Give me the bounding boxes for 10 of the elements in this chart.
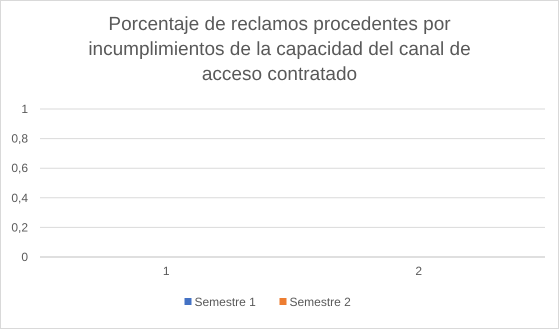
x-tick-label: 2: [415, 264, 422, 278]
chart-title: Porcentaje de reclamos procedentes por incumplimientos de la capacidad del canal de acceso contratado: [88, 14, 471, 85]
legend-label: Semestre 2: [290, 295, 352, 309]
y-tick-label: 0,2: [11, 220, 28, 234]
y-tick-label: 0,4: [11, 190, 28, 205]
y-tick-label: 0: [21, 250, 28, 264]
y-tick-label: 1: [21, 102, 28, 116]
y-tick-label: 0,8: [11, 132, 28, 146]
y-tick-label: 0,6: [11, 161, 28, 176]
legend-label: Semestre 1: [194, 295, 256, 309]
